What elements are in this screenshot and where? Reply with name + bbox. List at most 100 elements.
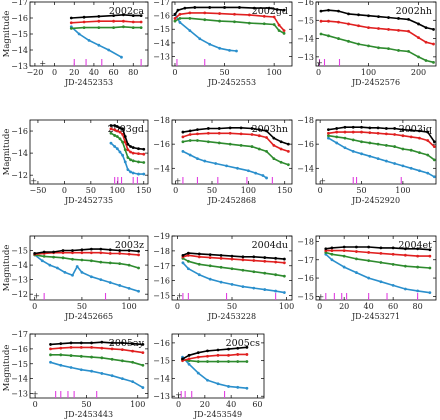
data-point-B	[110, 374, 114, 378]
series-line-V	[34, 254, 139, 269]
x-tick-label: 100	[110, 186, 125, 195]
x-tick-label: 20	[200, 400, 210, 409]
data-point-R	[252, 259, 256, 262]
data-point-V	[228, 142, 232, 146]
data-point-I	[330, 246, 334, 250]
data-point-V	[118, 262, 122, 266]
data-point-V	[272, 157, 276, 161]
data-point-V	[118, 137, 122, 141]
data-point-B	[115, 147, 119, 151]
data-point-V	[59, 353, 63, 357]
data-point-B	[109, 141, 113, 145]
x-tick-label: 0	[33, 400, 38, 409]
x-tick-label: 0	[316, 68, 321, 77]
panel-title: 2005cs	[226, 338, 260, 349]
plus-marker: +	[174, 176, 181, 185]
data-point-I	[113, 124, 117, 127]
panels: −20 0 20 40 60 80−17−16−15−14−13JD-2452353200…	[11, 0, 437, 419]
data-point-I	[428, 248, 432, 252]
panel-title: 2003gd	[108, 124, 144, 135]
data-point-B	[120, 377, 124, 381]
data-point-R	[99, 251, 103, 255]
data-point-R	[126, 148, 130, 152]
data-point-B	[384, 159, 388, 163]
data-point-R	[428, 254, 432, 258]
series-line-B	[182, 262, 285, 294]
data-point-V	[112, 26, 115, 29]
data-point-I	[367, 245, 371, 249]
series-line-I	[328, 126, 435, 143]
data-point-I	[137, 147, 140, 151]
data-point-V	[100, 356, 104, 360]
data-point-B	[48, 263, 52, 267]
data-point-V	[236, 360, 240, 363]
data-point-R	[368, 131, 372, 135]
series-line-R	[321, 20, 434, 45]
data-point-R	[142, 152, 146, 156]
data-point-R	[426, 139, 430, 142]
data-point-I	[324, 247, 328, 251]
x-axis-title: JD-2452920	[351, 196, 400, 205]
data-point-V	[330, 252, 334, 256]
data-point-V	[208, 264, 212, 268]
data-point-B	[227, 385, 230, 388]
series-line-R	[50, 346, 144, 354]
x-tick-label: 100	[279, 302, 294, 311]
data-point-B	[75, 265, 79, 268]
data-point-B	[355, 271, 358, 274]
y-tick-label: −16	[153, 339, 170, 348]
data-point-R	[384, 132, 388, 136]
data-point-R	[129, 150, 132, 154]
data-point-R	[343, 130, 347, 134]
data-point-B	[327, 136, 330, 140]
data-point-I	[252, 6, 256, 10]
x-tick-label: 0	[52, 68, 57, 77]
data-point-V	[69, 354, 73, 357]
data-point-R	[377, 27, 380, 30]
data-point-R	[118, 252, 122, 255]
data-point-I	[252, 255, 256, 259]
data-point-V	[262, 22, 266, 26]
y-tick-label: −15	[11, 247, 28, 256]
data-point-B	[71, 273, 74, 277]
data-point-B	[69, 366, 73, 369]
data-point-V	[131, 360, 135, 364]
x-axis-title: JD-2452868	[207, 196, 256, 205]
data-point-R	[123, 140, 127, 144]
data-point-I	[337, 9, 340, 13]
series-line-B	[174, 13, 237, 52]
plot-frame	[315, 119, 437, 185]
y-tick-label: −15	[297, 16, 314, 25]
data-point-V	[376, 142, 380, 146]
data-point-B	[391, 283, 395, 287]
data-point-I	[97, 15, 101, 18]
data-point-B	[416, 289, 420, 293]
data-point-R	[337, 20, 340, 24]
plus-marker: +	[318, 292, 325, 301]
x-tick-label: 0	[176, 400, 181, 409]
data-point-B	[107, 48, 111, 52]
plot-frame	[171, 1, 293, 67]
y-tick-label: −14	[153, 39, 170, 48]
data-point-I	[206, 349, 209, 353]
y-tick-label: −13	[11, 390, 28, 399]
data-point-V	[252, 270, 256, 274]
data-point-I	[186, 251, 190, 255]
y-tick-label: −18	[153, 116, 170, 125]
data-point-R	[274, 260, 278, 264]
data-point-I	[432, 140, 436, 144]
data-point-V	[227, 360, 230, 363]
data-point-R	[120, 348, 124, 352]
data-point-V	[206, 140, 210, 144]
data-point-V	[403, 264, 407, 268]
data-point-R	[250, 133, 254, 136]
data-point-V	[272, 23, 276, 26]
data-point-R	[241, 258, 245, 262]
data-point-R	[257, 134, 261, 138]
data-point-B	[196, 371, 200, 375]
data-point-I	[397, 17, 400, 20]
x-tick-label: 150	[136, 186, 151, 195]
data-point-R	[418, 136, 421, 140]
data-point-B	[89, 275, 93, 279]
data-point-I	[197, 252, 201, 256]
